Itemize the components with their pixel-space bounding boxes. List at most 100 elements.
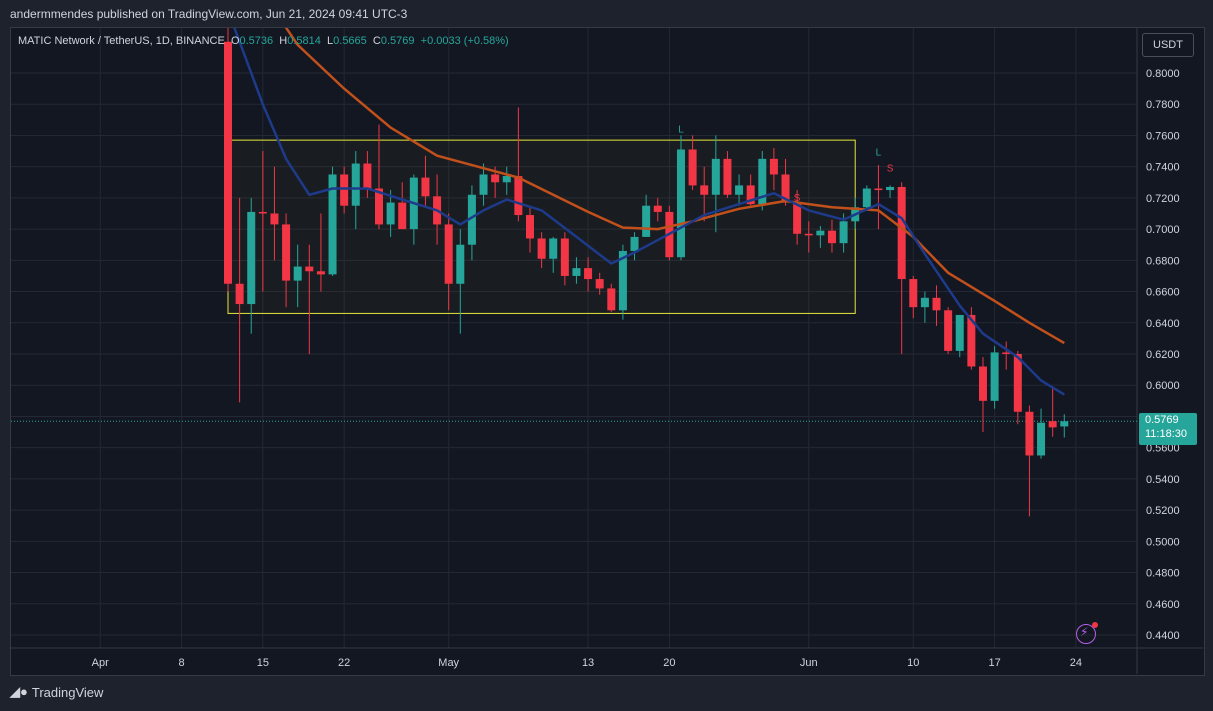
candle-body bbox=[305, 266, 314, 272]
candle-body bbox=[1013, 354, 1022, 412]
candle-body bbox=[514, 176, 523, 216]
candle-body bbox=[1060, 421, 1069, 427]
symbol-legend: MATIC Network / TetherUS, 1D, BINANCE O0… bbox=[18, 35, 509, 47]
candle-body bbox=[525, 215, 534, 239]
candle-body bbox=[804, 233, 813, 236]
candle-body bbox=[618, 250, 627, 311]
candle-body bbox=[340, 174, 349, 206]
x-tick-label: 13 bbox=[582, 657, 594, 669]
candle-body bbox=[351, 163, 360, 206]
y-tick-label: 0.7800 bbox=[1146, 99, 1180, 111]
y-tick-label: 0.7200 bbox=[1146, 193, 1180, 205]
candle-body bbox=[328, 174, 337, 275]
candle-body bbox=[816, 230, 825, 236]
candle-body bbox=[653, 205, 662, 212]
close-label: C bbox=[372, 35, 381, 47]
candle-body bbox=[572, 268, 581, 276]
candle-body bbox=[398, 202, 407, 230]
candle-body bbox=[932, 297, 941, 311]
candle-body bbox=[595, 279, 604, 289]
y-tick-label: 0.7600 bbox=[1146, 130, 1180, 142]
signal-annotation: S bbox=[887, 163, 894, 174]
x-tick-label: Jun bbox=[800, 657, 818, 669]
candle-body bbox=[270, 213, 279, 225]
y-tick-label: 0.7000 bbox=[1146, 224, 1180, 236]
candle-body bbox=[955, 314, 964, 351]
open-value: 0.5736 bbox=[239, 35, 274, 47]
low-label: L bbox=[327, 35, 334, 47]
candle-body bbox=[293, 266, 302, 281]
candle-body bbox=[1037, 422, 1046, 456]
candle-body bbox=[827, 230, 836, 244]
y-tick-label: 0.6800 bbox=[1146, 255, 1180, 267]
candle-body bbox=[282, 224, 291, 281]
y-tick-label: 0.5000 bbox=[1146, 536, 1180, 548]
candle-body bbox=[642, 205, 651, 237]
last-price-value: 0.5769 bbox=[1145, 414, 1179, 426]
candle-body bbox=[363, 163, 372, 189]
brand-name: TradingView bbox=[31, 684, 104, 700]
high-value: 0.5814 bbox=[287, 35, 321, 47]
y-tick-label: 0.8000 bbox=[1146, 68, 1180, 80]
x-tick-label: 22 bbox=[338, 657, 350, 669]
candle-body bbox=[723, 158, 732, 195]
close-value: 0.5769 bbox=[380, 35, 415, 47]
notification-dot bbox=[1092, 622, 1098, 628]
candle-body bbox=[746, 185, 755, 205]
y-tick-label: 0.6600 bbox=[1146, 287, 1180, 299]
candle-body bbox=[676, 149, 685, 258]
candle-body bbox=[781, 174, 790, 203]
high-label: H bbox=[279, 35, 288, 47]
candle-body bbox=[920, 297, 929, 308]
candle-body bbox=[235, 283, 244, 305]
x-tick-label: 24 bbox=[1070, 657, 1082, 669]
y-tick-label: 0.4400 bbox=[1146, 630, 1180, 642]
x-tick-label: 8 bbox=[178, 657, 184, 669]
y-tick-label: 0.4600 bbox=[1146, 599, 1180, 611]
signal-annotation: L bbox=[678, 124, 684, 135]
x-tick-label: 10 bbox=[907, 657, 919, 669]
ema-fast-line bbox=[233, 28, 1065, 396]
candle-body bbox=[978, 366, 987, 401]
candle-body bbox=[874, 188, 883, 191]
ema-slow-line bbox=[284, 28, 1065, 345]
candle-body bbox=[735, 185, 744, 195]
y-tick-label: 0.6200 bbox=[1146, 349, 1180, 361]
lightning-glyph: ⚡︎ bbox=[1080, 625, 1089, 639]
candle-body bbox=[839, 221, 848, 244]
candle-body bbox=[886, 186, 895, 191]
candle-body bbox=[247, 211, 256, 305]
candle-body bbox=[456, 244, 465, 284]
candle-body bbox=[537, 238, 546, 259]
candle-body bbox=[688, 149, 697, 186]
candle-body bbox=[758, 158, 767, 205]
change-value: +0.0033 (+0.58%) bbox=[420, 35, 509, 47]
candle-body bbox=[711, 158, 720, 195]
candle-body bbox=[1002, 352, 1011, 354]
lightning-icon[interactable]: ⚡︎ bbox=[1076, 622, 1098, 644]
candle-body bbox=[316, 271, 325, 275]
candle-body bbox=[467, 194, 476, 245]
candle-body bbox=[630, 236, 639, 251]
y-tick-label: 0.6000 bbox=[1146, 380, 1180, 392]
published-header: andermmendes published on TradingView.co… bbox=[10, 7, 408, 21]
candle-body bbox=[990, 352, 999, 401]
candle-body bbox=[967, 314, 976, 367]
signal-annotation: L bbox=[876, 148, 882, 159]
candle-body bbox=[584, 268, 593, 280]
candle-body bbox=[897, 186, 906, 280]
candle-body bbox=[444, 224, 453, 284]
candle-body bbox=[224, 41, 232, 284]
candle-body bbox=[793, 202, 802, 234]
y-tick-label: 0.5600 bbox=[1146, 443, 1180, 455]
y-tick-label: 0.5200 bbox=[1146, 505, 1180, 517]
x-tick-label: May bbox=[438, 657, 459, 669]
symbol-name: MATIC Network / TetherUS, 1D, BINANCE bbox=[18, 35, 225, 47]
currency-selector[interactable]: USDT bbox=[1142, 33, 1194, 57]
x-tick-label: 17 bbox=[988, 657, 1000, 669]
open-label: O bbox=[230, 35, 240, 47]
x-tick-label: 15 bbox=[257, 657, 269, 669]
candle-body bbox=[909, 279, 918, 308]
